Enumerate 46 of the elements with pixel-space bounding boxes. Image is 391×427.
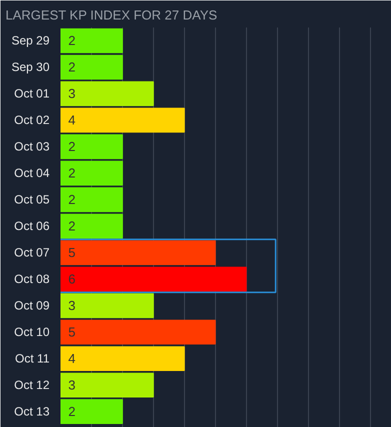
bar	[60, 240, 216, 266]
y-tick-label: Oct 12	[14, 378, 50, 392]
data-label: 2	[68, 139, 76, 154]
bar	[60, 134, 123, 160]
bar	[60, 320, 216, 345]
bar	[60, 187, 123, 212]
data-label: 3	[68, 86, 76, 102]
bar	[60, 54, 123, 80]
y-tick-label: Sep 30	[11, 60, 50, 74]
y-tick-label: Oct 09	[14, 298, 50, 313]
bar	[60, 214, 123, 239]
data-label: 3	[68, 298, 76, 314]
data-label: 5	[68, 324, 76, 340]
y-tick-label: Oct 13	[14, 404, 50, 419]
data-label: 6	[68, 272, 76, 287]
y-tick-label: Oct 03	[14, 140, 50, 154]
data-label: 2	[68, 33, 76, 48]
y-tick-label: Oct 01	[14, 86, 50, 101]
bar	[60, 160, 123, 186]
data-label: 2	[68, 192, 76, 208]
bar	[60, 81, 154, 106]
bar	[60, 28, 123, 54]
y-tick-label: Oct 08	[14, 272, 50, 286]
data-label: 4	[68, 351, 76, 366]
y-tick-label: Sep 29	[11, 34, 50, 48]
chart-title: LARGEST KP INDEX FOR 27 DAYS	[6, 8, 218, 22]
bar	[60, 266, 247, 292]
y-tick-label: Oct 02	[14, 113, 50, 128]
bar	[60, 399, 123, 424]
y-tick-label: Oct 05	[14, 192, 50, 207]
y-tick-label: Oct 04	[14, 166, 50, 180]
bar	[60, 346, 185, 372]
data-label: 2	[68, 60, 76, 75]
data-label: 2	[68, 218, 76, 234]
bar	[60, 108, 185, 133]
y-tick-label: Oct 06	[14, 219, 50, 234]
data-label: 3	[68, 378, 76, 393]
y-tick-label: Oct 07	[14, 246, 50, 260]
bar	[60, 293, 154, 318]
data-label: 2	[68, 404, 76, 420]
data-label: 5	[68, 245, 76, 260]
data-label: 4	[68, 112, 76, 128]
y-tick-label: Oct 11	[15, 352, 50, 366]
data-label: 2	[68, 166, 76, 181]
y-tick-label: Oct 10	[14, 325, 50, 340]
bar	[60, 372, 154, 398]
